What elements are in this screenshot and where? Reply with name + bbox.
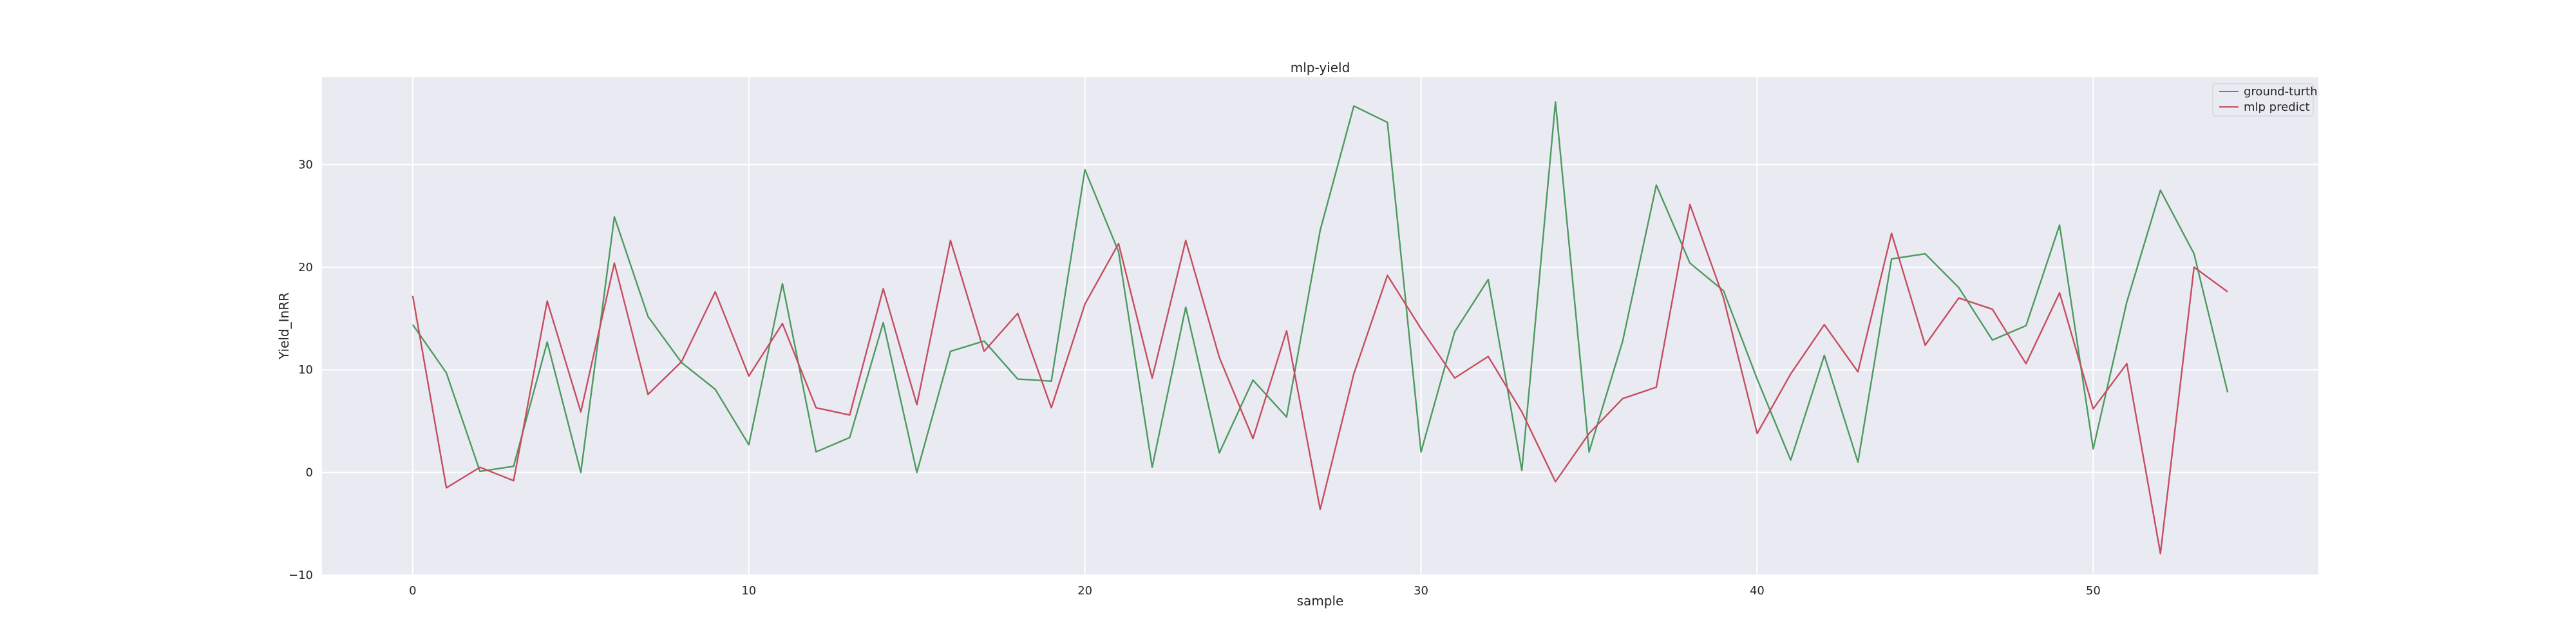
x-tick-label: 40 (1750, 584, 1765, 598)
y-tick-label: 0 (306, 466, 313, 480)
legend: ground-turth mlp predict (2212, 83, 2318, 117)
x-tick-label: 20 (1077, 584, 1092, 598)
grid-lines (322, 77, 2318, 576)
x-tick-label: 10 (741, 584, 756, 598)
chart-title: mlp-yield (1291, 60, 1350, 75)
y-tick-label: 20 (298, 261, 313, 274)
series-line-ground-turth (412, 101, 2229, 473)
y-tick-label: 30 (298, 158, 313, 171)
plot-background (322, 77, 2318, 575)
series-layer (412, 101, 2229, 554)
x-axis-label: sample (1297, 593, 1344, 609)
x-tick-label: 30 (1414, 584, 1428, 598)
y-tick-label: −10 (289, 569, 313, 582)
legend-label-mlp-predict: mlp predict (2244, 100, 2310, 114)
series-line-mlp-predict (412, 204, 2228, 554)
x-tick-label: 50 (2086, 584, 2101, 598)
tick-labels: 0 10 20 30 40 50 −10 0 10 20 30 (289, 158, 2101, 598)
x-tick-label: 0 (409, 584, 416, 598)
legend-label-ground-turth: ground-turth (2244, 85, 2318, 99)
y-axis-label: Yield_InRR (276, 292, 292, 360)
y-tick-label: 10 (298, 363, 313, 377)
